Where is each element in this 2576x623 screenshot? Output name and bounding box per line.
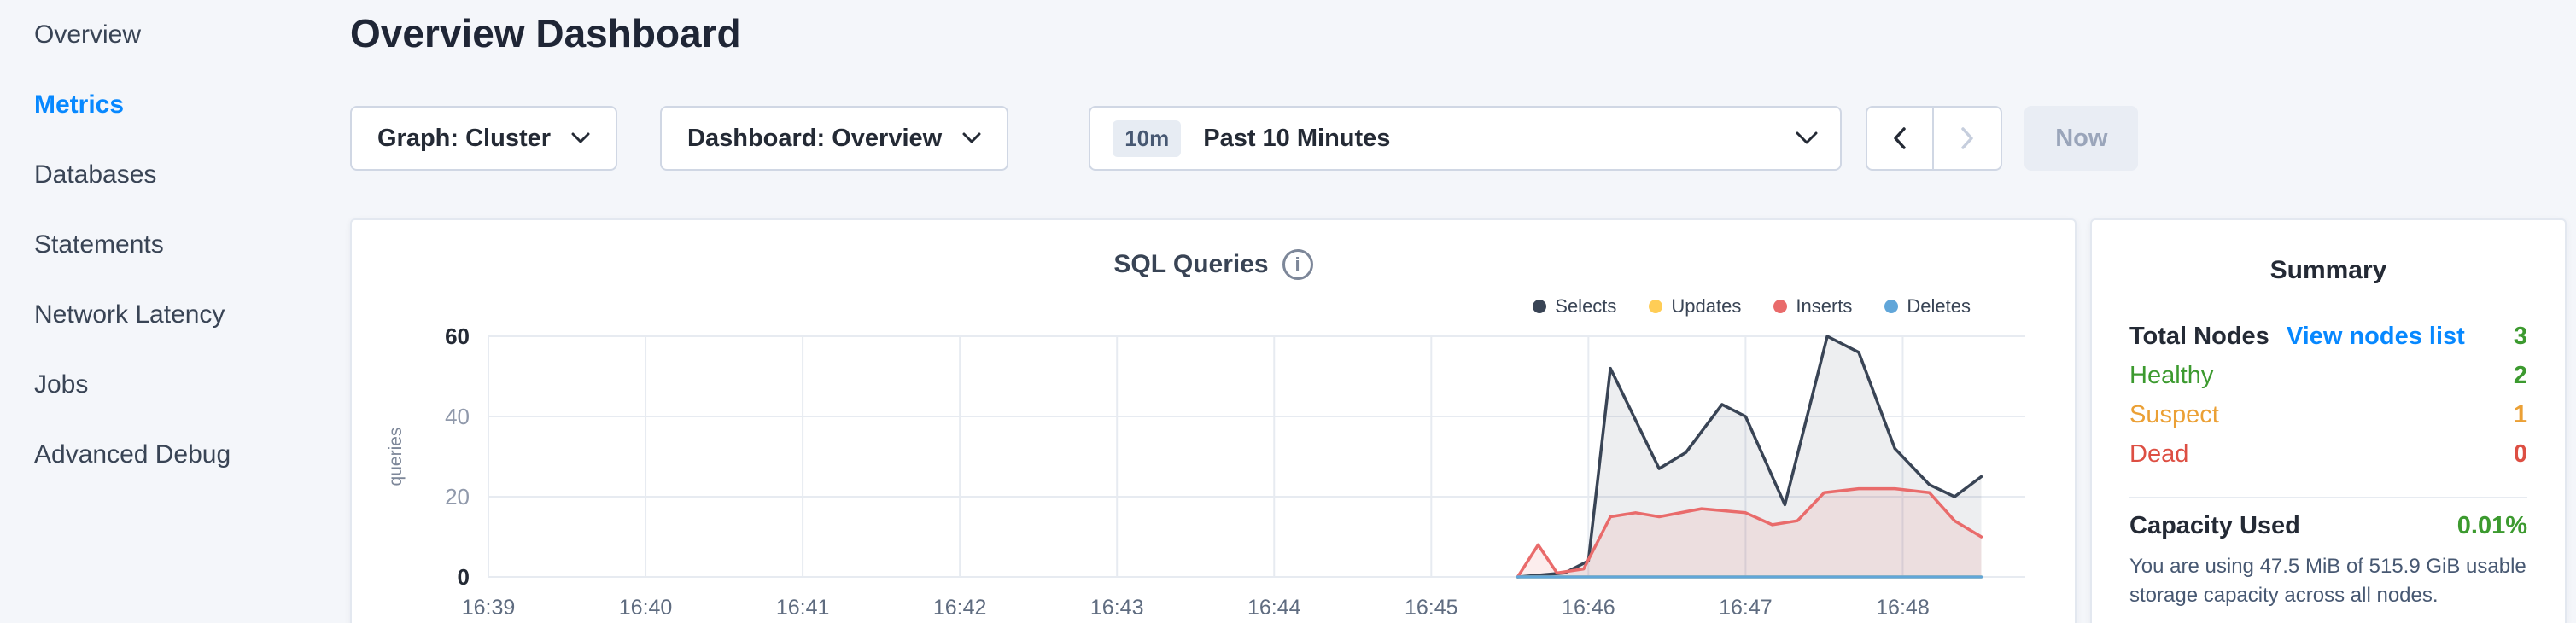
legend-label: Inserts	[1796, 295, 1853, 317]
dead-label: Dead	[2129, 440, 2189, 468]
healthy-value: 2	[2513, 362, 2527, 389]
sidebar: Overview Metrics Databases Statements Ne…	[0, 0, 342, 623]
legend-label: Deletes	[1907, 295, 1971, 317]
suspect-nodes-row: Suspect 1	[2129, 401, 2527, 440]
legend-dot-icon	[1649, 300, 1663, 313]
chart-legend: Selects Updates Inserts Deletes	[1533, 295, 1971, 317]
time-range-badge: 10m	[1113, 119, 1182, 157]
healthy-label: Healthy	[2129, 362, 2214, 389]
now-button[interactable]: Now	[2024, 106, 2139, 171]
dashboard-selector-dropdown[interactable]: Dashboard: Overview	[660, 106, 1009, 171]
controls-toolbar: Graph: Cluster Dashboard: Overview 10m P…	[350, 106, 2139, 171]
page-title: Overview Dashboard	[350, 11, 741, 55]
capacity-used-value: 0.01%	[2456, 512, 2527, 539]
svg-text:20: 20	[445, 484, 470, 509]
summary-panel: Summary Total Nodes View nodes list 3 He…	[2090, 218, 2567, 623]
view-nodes-list-link[interactable]: View nodes list	[2286, 323, 2465, 350]
legend-dot-icon	[1884, 300, 1899, 313]
total-nodes-label: Total Nodes	[2129, 323, 2269, 350]
chevron-down-icon	[571, 132, 590, 144]
info-icon[interactable]: i	[1282, 249, 1313, 280]
time-range-label: Past 10 Minutes	[1203, 124, 1391, 152]
dashboard-selector-label: Dashboard: Overview	[687, 124, 943, 152]
time-step-back-button[interactable]	[1866, 106, 1935, 171]
summary-title: Summary	[2269, 256, 2387, 284]
sql-queries-chart[interactable]: 16:39 16:40 16:41 16:42 16:43 16:44 16:45 16:46…	[352, 324, 2078, 623]
svg-text:16:45: 16:45	[1405, 596, 1458, 620]
svg-text:40: 40	[445, 404, 470, 429]
legend-dot-icon	[1533, 300, 1547, 313]
legend-item-deletes[interactable]: Deletes	[1884, 295, 1971, 317]
chevron-right-icon	[1961, 127, 1973, 149]
chevron-down-icon	[962, 132, 981, 144]
capacity-used-label: Capacity Used	[2129, 512, 2300, 539]
capacity-description: You are using 47.5 MiB of 515.9 GiB usab…	[2129, 555, 2526, 608]
svg-text:16:39: 16:39	[462, 596, 516, 620]
legend-item-selects[interactable]: Selects	[1533, 295, 1616, 317]
svg-text:16:43: 16:43	[1090, 596, 1144, 620]
legend-label: Updates	[1671, 295, 1742, 317]
chart-title: SQL Queries	[1113, 250, 1269, 278]
sidebar-item-advanced-debug[interactable]: Advanced Debug	[34, 440, 231, 469]
time-step-buttons	[1866, 106, 2003, 171]
svg-text:60: 60	[445, 324, 470, 349]
healthy-nodes-row: Healthy 2	[2129, 362, 2527, 401]
summary-divider	[2129, 497, 2527, 498]
sql-queries-chart-card: SQL Queries i Selects Updates Inserts Delet…	[350, 218, 2077, 623]
sidebar-item-statements[interactable]: Statements	[34, 230, 164, 259]
sidebar-item-databases[interactable]: Databases	[34, 160, 157, 189]
svg-text:16:42: 16:42	[933, 596, 987, 620]
svg-text:queries: queries	[386, 428, 406, 486]
chevron-down-icon	[1796, 131, 1818, 145]
legend-item-updates[interactable]: Updates	[1649, 295, 1741, 317]
sidebar-item-overview[interactable]: Overview	[34, 20, 142, 49]
legend-item-inserts[interactable]: Inserts	[1773, 295, 1852, 317]
time-range-picker[interactable]: 10m Past 10 Minutes	[1089, 106, 1843, 171]
svg-text:16:41: 16:41	[776, 596, 830, 620]
graph-selector-label: Graph: Cluster	[377, 124, 552, 152]
svg-text:16:46: 16:46	[1562, 596, 1615, 620]
time-step-forward-button[interactable]	[1934, 106, 2003, 171]
dead-nodes-row: Dead 0	[2129, 440, 2527, 480]
svg-text:16:40: 16:40	[619, 596, 673, 620]
chart-title-row: SQL Queries i	[352, 249, 2075, 280]
sidebar-item-metrics[interactable]: Metrics	[34, 90, 125, 119]
svg-text:16:44: 16:44	[1247, 596, 1301, 620]
sidebar-item-network-latency[interactable]: Network Latency	[34, 300, 225, 329]
chevron-left-icon	[1894, 127, 1906, 149]
total-nodes-row: Total Nodes View nodes list 3	[2129, 323, 2527, 362]
svg-text:16:48: 16:48	[1876, 596, 1930, 620]
total-nodes-value: 3	[2513, 323, 2527, 350]
suspect-label: Suspect	[2129, 401, 2219, 428]
svg-text:16:47: 16:47	[1719, 596, 1773, 620]
capacity-used-row: Capacity Used 0.01%	[2129, 512, 2527, 540]
legend-label: Selects	[1555, 295, 1617, 317]
svg-text:0: 0	[458, 564, 470, 590]
suspect-value: 1	[2513, 401, 2527, 428]
sidebar-item-jobs[interactable]: Jobs	[34, 370, 89, 399]
legend-dot-icon	[1773, 300, 1788, 313]
graph-selector-dropdown[interactable]: Graph: Cluster	[350, 106, 618, 171]
dead-value: 0	[2513, 440, 2527, 468]
